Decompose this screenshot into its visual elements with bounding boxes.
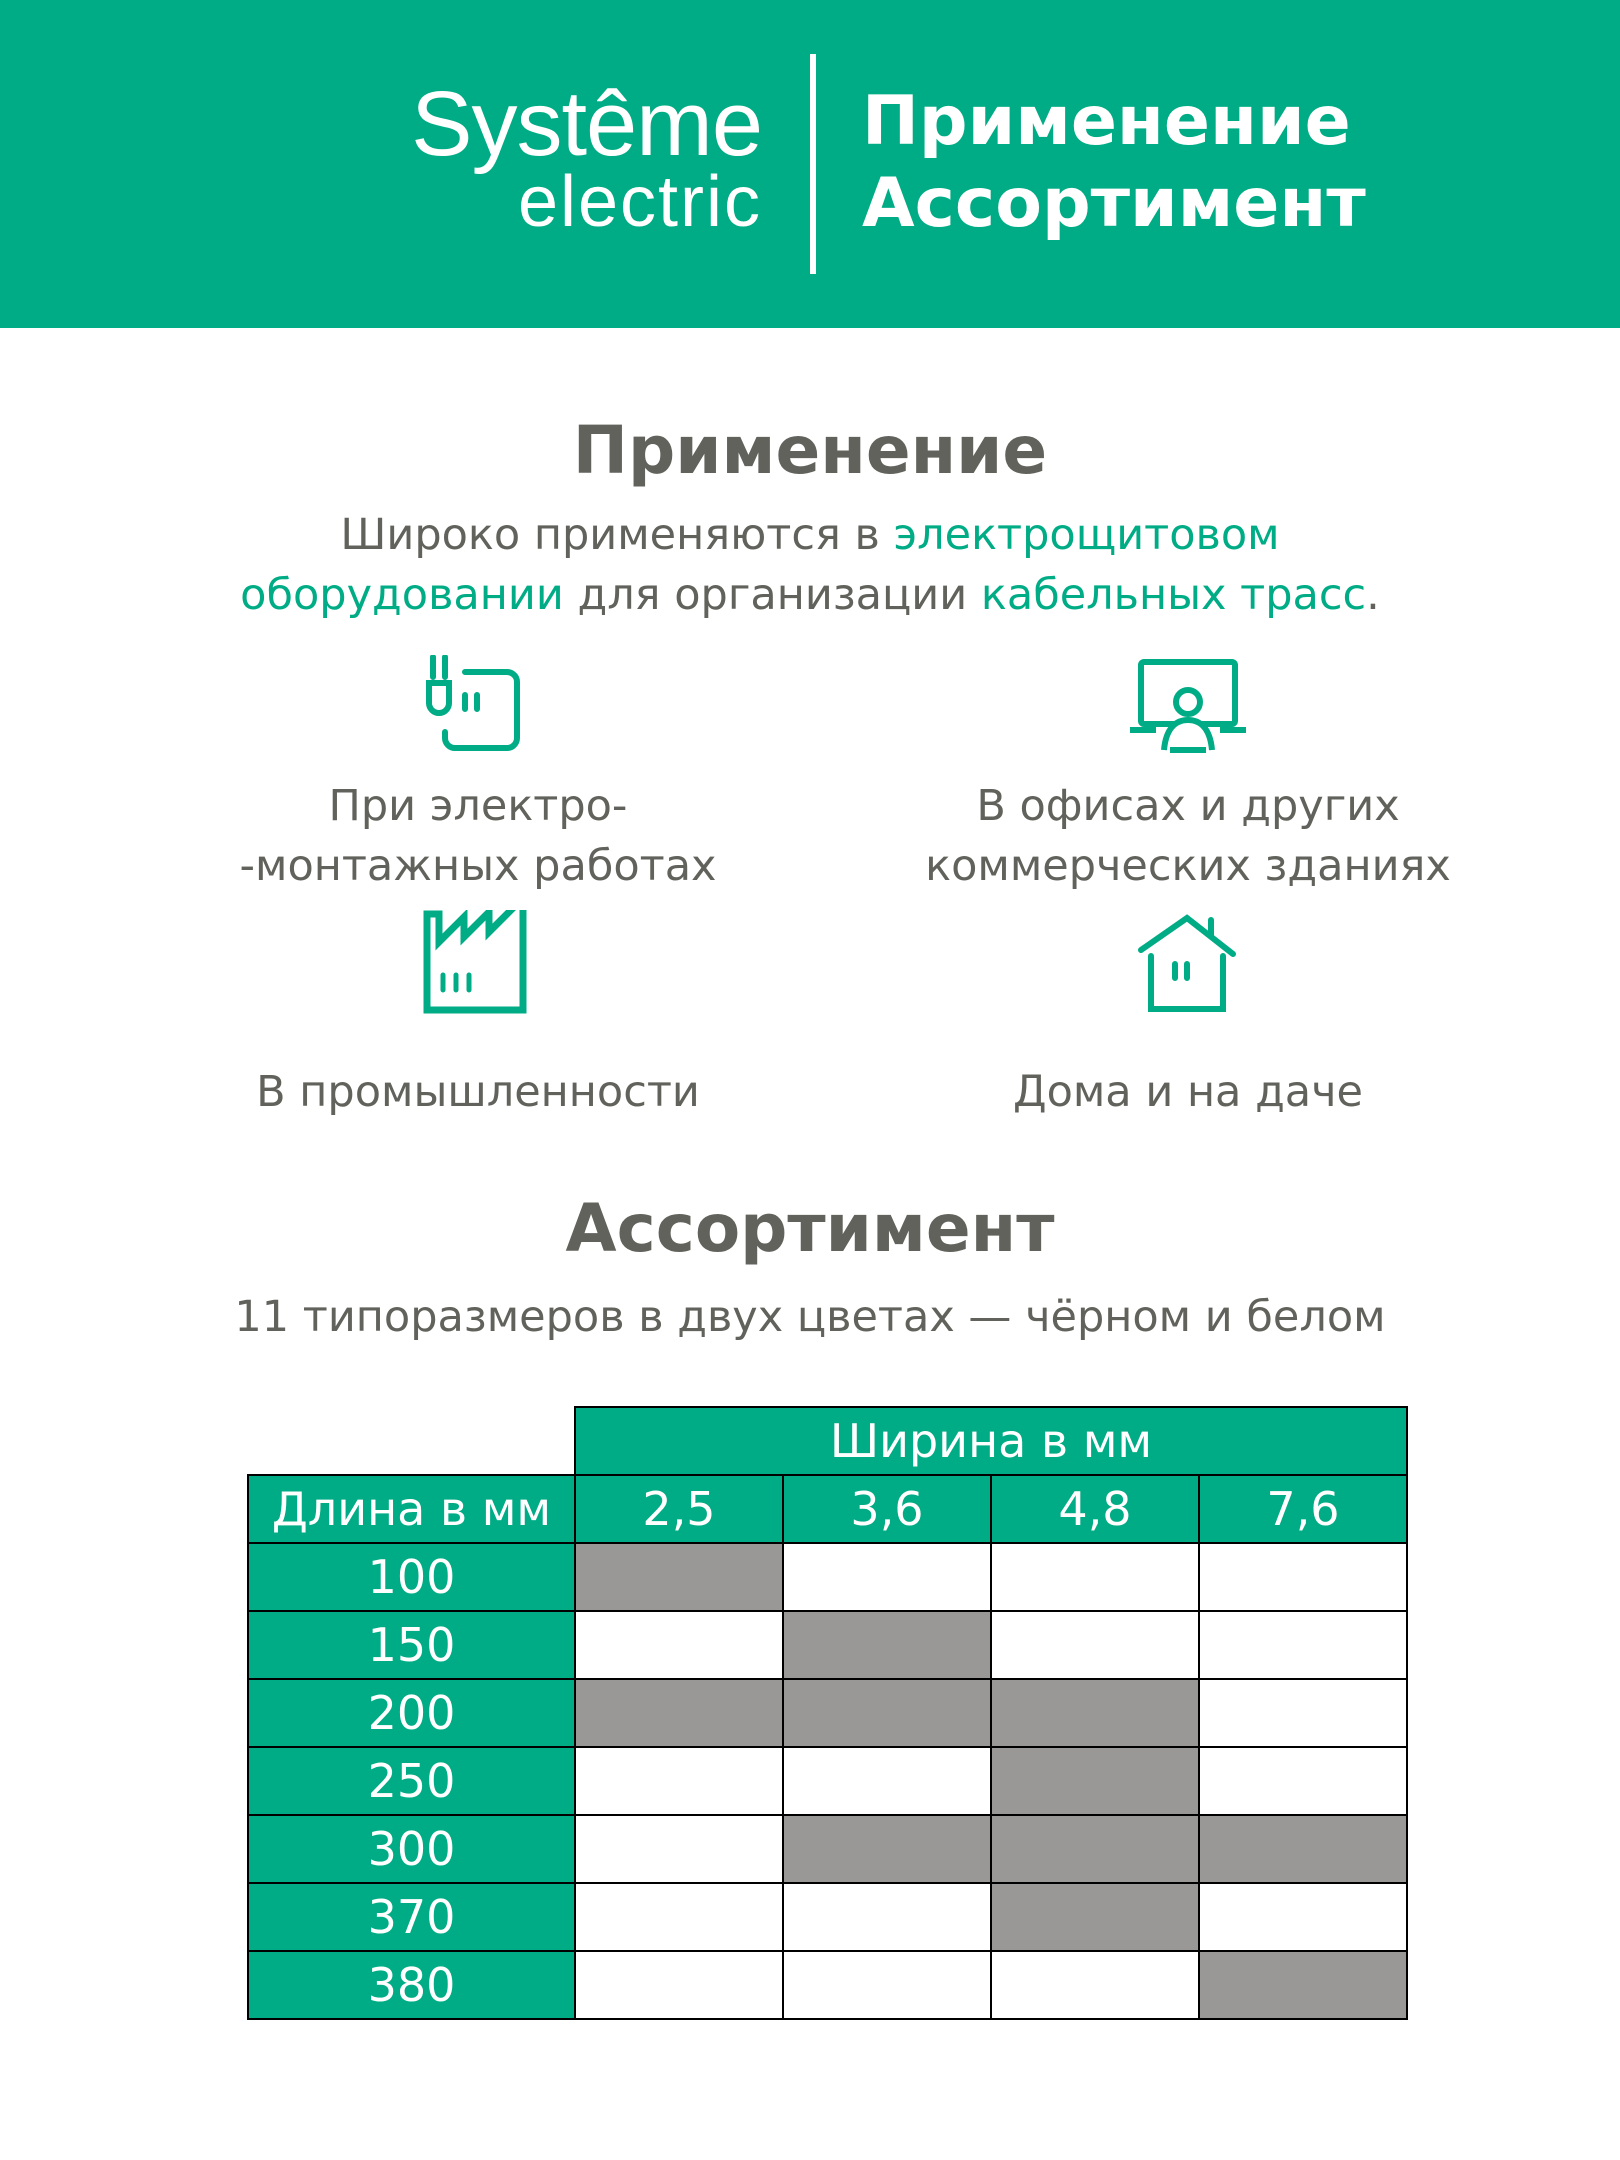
application-text: Широко применяются в электрощитовом обор… bbox=[0, 505, 1620, 625]
length-cell: 150 bbox=[247, 1610, 576, 1680]
width-header: Ширина в мм bbox=[574, 1406, 1408, 1476]
width-col-header: 3,6 bbox=[782, 1474, 992, 1544]
unavailable-cell bbox=[1198, 1746, 1408, 1816]
application-heading: Применение bbox=[572, 412, 1048, 489]
available-cell bbox=[990, 1678, 1200, 1748]
unavailable-cell bbox=[574, 1814, 784, 1884]
unavailable-cell bbox=[782, 1882, 992, 1952]
logo-line1: Systême bbox=[411, 73, 763, 175]
unavailable-cell bbox=[574, 1610, 784, 1680]
available-cell bbox=[782, 1814, 992, 1884]
available-cell bbox=[1198, 1814, 1408, 1884]
factory-icon bbox=[423, 910, 527, 1014]
label-line: коммерческих зданиях bbox=[925, 841, 1451, 891]
item-label-electro: При электро- -монтажных работах bbox=[128, 776, 828, 896]
table-row: 370 bbox=[247, 1882, 1408, 1952]
house-icon bbox=[1138, 914, 1236, 1012]
unavailable-cell bbox=[782, 1542, 992, 1612]
length-cell: 200 bbox=[247, 1678, 576, 1748]
text-part: . bbox=[1366, 570, 1380, 620]
plug-socket-icon bbox=[426, 655, 520, 751]
text-accent: электрощитовом оборудовании bbox=[240, 510, 1280, 620]
unavailable-cell bbox=[574, 1746, 784, 1816]
width-col-header: 2,5 bbox=[574, 1474, 784, 1544]
item-label-office: В офисах и других коммерческих зданиях bbox=[838, 776, 1538, 896]
length-cell: 370 bbox=[247, 1882, 576, 1952]
table-row: 250 bbox=[247, 1746, 1408, 1816]
unavailable-cell bbox=[574, 1882, 784, 1952]
table-row: 150 bbox=[247, 1610, 1408, 1680]
header-divider bbox=[810, 54, 816, 274]
office-person-icon bbox=[1130, 659, 1246, 753]
unavailable-cell bbox=[574, 1950, 784, 2020]
width-col-header: 7,6 bbox=[1198, 1474, 1408, 1544]
available-cell bbox=[1198, 1950, 1408, 2020]
width-col-header: 4,8 bbox=[990, 1474, 1200, 1544]
item-label-home: Дома и на даче bbox=[1012, 1067, 1364, 1117]
label-line: -монтажных работах bbox=[239, 841, 717, 891]
item-label-industry: В промышленности bbox=[256, 1067, 700, 1117]
unavailable-cell bbox=[782, 1746, 992, 1816]
length-cell: 380 bbox=[247, 1950, 576, 2020]
label-line: В офисах и других bbox=[976, 781, 1400, 831]
available-cell bbox=[782, 1678, 992, 1748]
available-cell bbox=[782, 1610, 992, 1680]
systeme-electric-logo: Systême electric bbox=[312, 78, 772, 238]
logo-line2: electric bbox=[517, 162, 762, 242]
text-part: для организации bbox=[563, 570, 981, 620]
unavailable-cell bbox=[990, 1610, 1200, 1680]
assortment-heading: Ассортимент bbox=[565, 1190, 1055, 1267]
table-row: 200 bbox=[247, 1678, 1408, 1748]
unavailable-cell bbox=[1198, 1678, 1408, 1748]
text-accent: кабельных трасс bbox=[980, 570, 1367, 620]
unavailable-cell bbox=[1198, 1882, 1408, 1952]
text-part: Широко применяются в bbox=[340, 510, 894, 560]
unavailable-cell bbox=[990, 1542, 1200, 1612]
header-title-2: Ассортимент bbox=[862, 164, 1366, 243]
length-header: Длина в мм bbox=[247, 1474, 576, 1544]
table-row: 300 bbox=[247, 1814, 1408, 1884]
available-cell bbox=[990, 1746, 1200, 1816]
header-title-1: Применение bbox=[862, 82, 1351, 161]
label-line: При электро- bbox=[328, 781, 628, 831]
unavailable-cell bbox=[1198, 1542, 1408, 1612]
available-cell bbox=[990, 1882, 1200, 1952]
table-row: 380 bbox=[247, 1950, 1408, 2020]
assortment-table: Ширина в мм Длина в мм 2,5 3,6 4,8 7,6 1… bbox=[247, 1406, 1408, 2020]
unavailable-cell bbox=[1198, 1610, 1408, 1680]
assortment-subtitle: 11 типоразмеров в двух цветах — чёрном и… bbox=[234, 1292, 1386, 1342]
table-corner bbox=[248, 1407, 575, 1476]
available-cell bbox=[574, 1542, 784, 1612]
unavailable-cell bbox=[990, 1950, 1200, 2020]
length-cell: 250 bbox=[247, 1746, 576, 1816]
available-cell bbox=[574, 1678, 784, 1748]
unavailable-cell bbox=[782, 1950, 992, 2020]
header-banner: Systême electric Применение Ассортимент bbox=[0, 0, 1620, 328]
length-cell: 100 bbox=[247, 1542, 576, 1612]
table-row: 100 bbox=[247, 1542, 1408, 1612]
available-cell bbox=[990, 1814, 1200, 1884]
length-cell: 300 bbox=[247, 1814, 576, 1884]
